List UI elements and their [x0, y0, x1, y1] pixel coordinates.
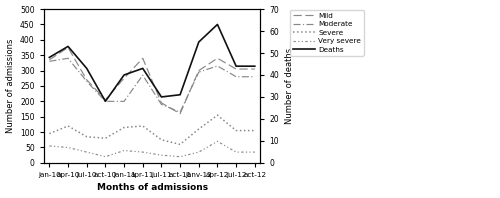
Legend: Mild, Moderate, Severe, Very severe, Deaths: Mild, Moderate, Severe, Very severe, Dea…: [290, 10, 364, 56]
Y-axis label: Number of deaths: Number of deaths: [284, 48, 294, 124]
Y-axis label: Number of admissions: Number of admissions: [6, 39, 15, 133]
X-axis label: Months of admissions: Months of admissions: [96, 183, 208, 192]
